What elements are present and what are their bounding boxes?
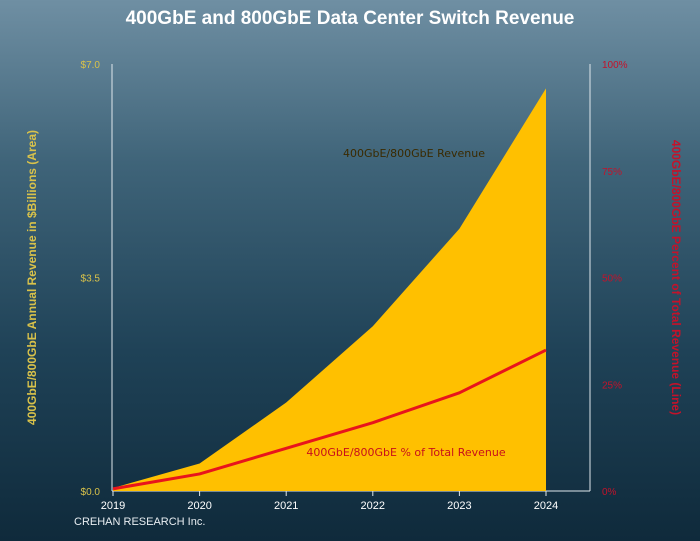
source-credit: CREHAN RESEARCH Inc. [74,516,206,528]
y-right-tick-label: 0% [602,487,617,498]
y-left-tick-label: $7.0 [81,60,101,71]
percent-line [112,348,547,491]
y-right-axis-title: 400GbE/800GbE Percent of Total Revenue (… [669,140,683,415]
percent-line-label: 400GbE/800GbE % of Total Revenue [306,446,505,459]
y-right-tick-label: 75% [602,167,622,178]
x-tick-label: 2023 [447,500,471,512]
y-left-tick-label: $0.0 [81,487,101,498]
y-right-tick-label: 50% [602,274,622,285]
x-tick-label: 2021 [274,500,298,512]
y-right-tick-label: 100% [602,60,628,71]
y-right-tick-label: 25% [602,380,622,391]
chart-title: 400GbE and 800GbE Data Center Switch Rev… [125,8,575,29]
x-tick-label: 2019 [101,500,125,512]
revenue-area [113,88,546,492]
marks-layer [112,88,547,492]
revenue-area-label: 400GbE/800GbE Revenue [343,147,485,160]
x-tick-label: 2022 [361,500,385,512]
y-left-tick-label: $3.5 [81,274,101,285]
labels-layer: 2019 2020 2021 2022 2023 2024 $0.0 $3.5 $7.0 0% 25… [25,60,683,512]
x-tick-label: 2024 [534,500,558,512]
y-left-axis-title: 400GbE/800GbE Annual Revenue in $Billion… [25,130,39,425]
x-tick-label: 2020 [187,500,211,512]
